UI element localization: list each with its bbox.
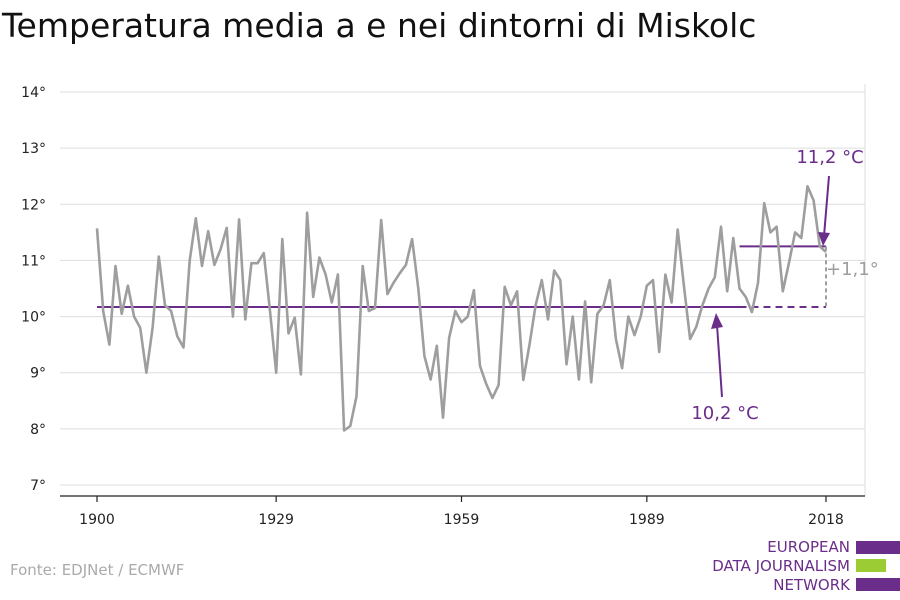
source-note: Fonte: EDJNet / ECMWF — [10, 561, 185, 579]
temperature-series-line — [95, 185, 827, 432]
annotation-recent-arrowhead — [818, 232, 830, 246]
annotation-baseline-mean: 10,2 °C — [691, 403, 758, 424]
annotation-baseline-arrowhead — [711, 313, 723, 329]
x-tick-label-1989: 1989 — [629, 512, 665, 528]
x-tick-label-1959: 1959 — [444, 512, 480, 528]
logo-bar-purple-2 — [856, 578, 900, 591]
y-tick-label-13: 13° — [21, 141, 46, 157]
edjnet-logo[interactable]: EUROPEAN DATA JOURNALISM NETWORK — [706, 538, 900, 596]
logo-bar-green — [856, 559, 886, 572]
annotation-difference: +1,1° — [826, 259, 879, 280]
annotation-recent-arrow-shaft — [823, 175, 830, 237]
y-tick-label-9: 9° — [30, 366, 46, 382]
annotations: 11,2 °C 10,2 °C +1,1° — [691, 147, 878, 424]
y-tick-label-12: 12° — [21, 197, 46, 213]
y-tick-label-8: 8° — [30, 422, 46, 438]
axes: 7° 8° 9° 10° 11° 12° 13° 14° 1900 1929 1959 1989 201… — [21, 85, 865, 528]
series-layer — [95, 185, 827, 432]
annotation-recent-mean: 11,2 °C — [796, 147, 863, 168]
chart-title: Temperatura media a e nei dintorni di Mi… — [2, 6, 757, 45]
y-tick-label-11: 11° — [21, 253, 46, 269]
grid-lines — [60, 84, 866, 496]
x-tick-label-2018: 2018 — [808, 512, 844, 528]
logo-text: EUROPEAN DATA JOURNALISM NETWORK — [712, 538, 850, 595]
logo-line-3: NETWORK — [773, 576, 850, 594]
logo-bar-purple — [856, 541, 900, 554]
x-tick-label-1929: 1929 — [258, 512, 294, 528]
annotation-baseline-arrow-shaft — [716, 324, 723, 398]
y-tick-label-10: 10° — [21, 310, 46, 326]
logo-line-1: EUROPEAN — [767, 538, 850, 556]
x-tick-label-1900: 1900 — [79, 512, 115, 528]
y-tick-label-7: 7° — [30, 478, 46, 494]
y-tick-label-14: 14° — [21, 85, 46, 101]
logo-line-2: DATA JOURNALISM — [712, 557, 850, 575]
